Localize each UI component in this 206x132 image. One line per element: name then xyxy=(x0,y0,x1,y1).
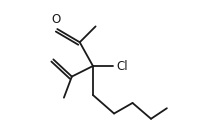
Text: O: O xyxy=(51,13,60,26)
Text: Cl: Cl xyxy=(116,60,128,72)
